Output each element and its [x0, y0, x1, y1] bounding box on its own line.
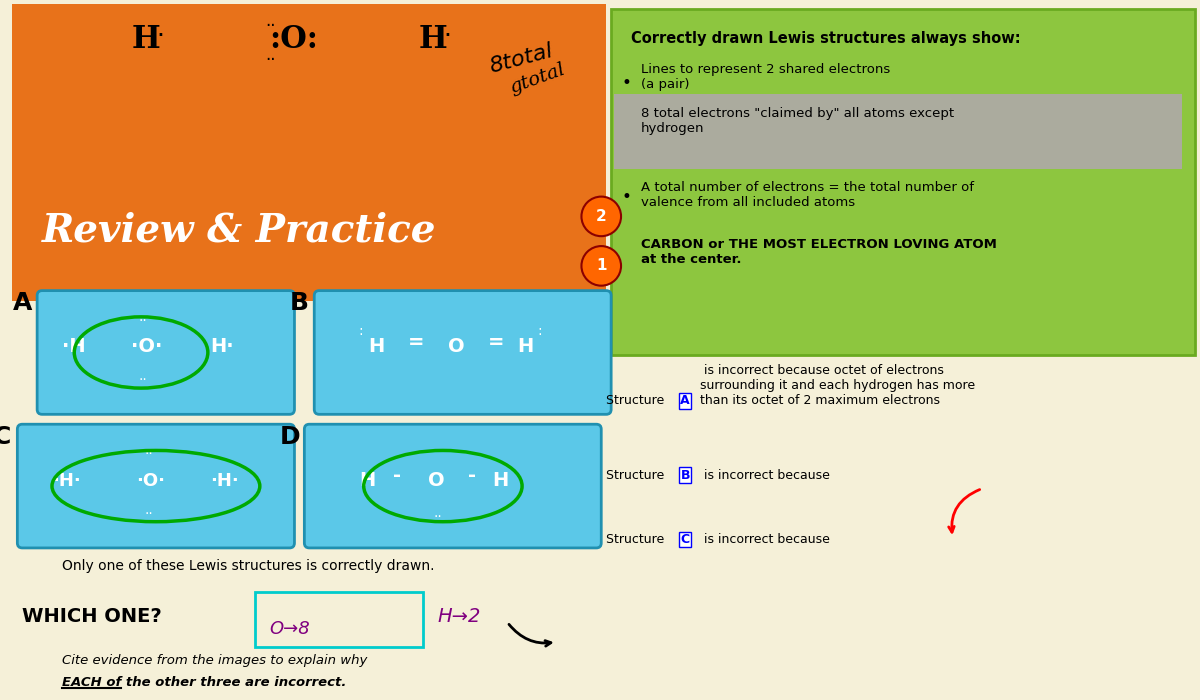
Circle shape: [582, 197, 622, 236]
Text: Structure: Structure: [606, 394, 668, 407]
Text: 2: 2: [596, 209, 607, 224]
Text: H·: H·: [210, 337, 234, 356]
Text: ··: ··: [138, 373, 146, 387]
Text: ·: ·: [156, 25, 164, 48]
Text: Correctly drawn Lewis structures always show:: Correctly drawn Lewis structures always …: [631, 32, 1020, 46]
Text: ··: ··: [144, 447, 152, 461]
FancyBboxPatch shape: [314, 290, 611, 414]
Text: is incorrect because: is incorrect because: [701, 533, 830, 546]
FancyBboxPatch shape: [611, 8, 1195, 355]
Text: =: =: [408, 332, 425, 351]
Text: D: D: [280, 425, 300, 449]
Text: ·H·: ·H·: [210, 472, 239, 490]
Text: :: :: [359, 323, 364, 337]
Text: A: A: [12, 291, 31, 316]
Text: CARBON or THE MOST ELECTRON LOVING ATOM
at the center.: CARBON or THE MOST ELECTRON LOVING ATOM …: [641, 238, 997, 266]
Text: ··: ··: [433, 510, 442, 524]
Text: Lines to represent 2 shared electrons
(a pair): Lines to represent 2 shared electrons (a…: [641, 63, 890, 91]
Text: •: •: [622, 188, 631, 206]
Text: •: •: [622, 74, 631, 92]
Text: 1: 1: [596, 258, 606, 274]
Text: =: =: [487, 332, 504, 351]
Text: B: B: [289, 291, 308, 316]
Text: H: H: [368, 337, 385, 356]
Text: H: H: [131, 25, 160, 55]
Text: ·: ·: [443, 25, 451, 48]
Text: -: -: [394, 466, 402, 485]
Text: 8 total electrons "claimed by" all atoms except
hydrogen: 8 total electrons "claimed by" all atoms…: [641, 107, 954, 135]
Text: ·O·: ·O·: [131, 337, 162, 356]
Text: :O:: :O:: [270, 25, 319, 55]
Text: ··: ··: [433, 445, 442, 459]
Text: :: :: [536, 323, 541, 337]
Text: C: C: [0, 425, 11, 449]
Text: A total number of electrons = the total number of
valence from all included atom: A total number of electrons = the total …: [641, 181, 974, 209]
Text: H: H: [517, 337, 533, 356]
Text: Structure: Structure: [606, 469, 668, 482]
Text: Structure: Structure: [606, 533, 668, 546]
FancyBboxPatch shape: [17, 424, 294, 548]
Text: O→8: O→8: [270, 620, 311, 638]
Text: C: C: [680, 533, 690, 546]
Text: ·O·: ·O·: [136, 472, 166, 490]
Text: EACH of the other three are incorrect.: EACH of the other three are incorrect.: [62, 676, 347, 690]
Text: ··: ··: [138, 314, 146, 328]
Text: ··: ··: [144, 507, 152, 521]
Text: H: H: [359, 471, 376, 490]
Text: H: H: [418, 25, 446, 55]
Text: H→2: H→2: [438, 607, 481, 626]
Text: is incorrect because: is incorrect because: [701, 469, 830, 482]
Text: ··: ··: [265, 18, 275, 35]
Text: ·H: ·H: [62, 337, 85, 356]
Text: O: O: [448, 337, 464, 356]
Text: H: H: [492, 471, 509, 490]
FancyBboxPatch shape: [305, 424, 601, 548]
FancyBboxPatch shape: [12, 4, 606, 300]
Text: is incorrect because octet of electrons
surrounding it and each hydrogen has mor: is incorrect because octet of electrons …: [701, 365, 976, 407]
Text: gtotal: gtotal: [508, 60, 568, 97]
Text: O: O: [428, 471, 445, 490]
Text: Cite evidence from the images to explain why: Cite evidence from the images to explain…: [62, 654, 367, 666]
Text: Only one of these Lewis structures is correctly drawn.: Only one of these Lewis structures is co…: [62, 559, 434, 573]
FancyBboxPatch shape: [614, 94, 1182, 169]
FancyBboxPatch shape: [37, 290, 294, 414]
Text: A: A: [680, 394, 690, 407]
Text: Review & Practice: Review & Practice: [42, 211, 437, 249]
Text: ·H·: ·H·: [52, 472, 80, 490]
Text: ··: ··: [265, 51, 275, 69]
Circle shape: [582, 246, 622, 286]
Text: B: B: [680, 469, 690, 482]
Text: WHICH ONE?: WHICH ONE?: [23, 607, 162, 626]
Text: -: -: [468, 466, 475, 485]
Text: 8total: 8total: [487, 41, 556, 77]
